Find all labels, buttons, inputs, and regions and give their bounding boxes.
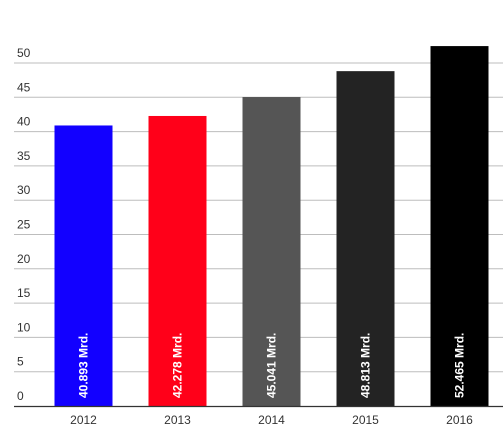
y-axis-ticks: 0 5 10 15 20 25 30 35 40 45 50 bbox=[17, 46, 31, 403]
data-label-2016: 52.465 Mrd. bbox=[453, 333, 467, 398]
y-tick-label: 0 bbox=[17, 389, 24, 403]
x-tick-label-2013: 2013 bbox=[164, 413, 191, 427]
y-tick-label: 10 bbox=[17, 320, 31, 334]
y-tick-label: 50 bbox=[17, 46, 31, 60]
data-label-2013: 42.278 Mrd. bbox=[171, 333, 185, 398]
bar-2014 bbox=[242, 97, 301, 406]
x-tick-label-2016: 2016 bbox=[446, 413, 473, 427]
x-axis-ticks: 2012 2013 2014 2015 2016 bbox=[70, 413, 473, 427]
bar-2012 bbox=[54, 125, 113, 406]
bars bbox=[54, 46, 489, 407]
bar-2013 bbox=[148, 115, 207, 406]
y-tick-label: 15 bbox=[17, 286, 31, 300]
data-label-2014: 45.041 Mrd. bbox=[265, 333, 279, 398]
y-tick-label: 35 bbox=[17, 149, 31, 163]
x-tick-label-2015: 2015 bbox=[352, 413, 379, 427]
y-tick-label: 45 bbox=[17, 80, 31, 94]
x-tick-label-2012: 2012 bbox=[70, 413, 97, 427]
data-labels: 40.893 Mrd. 42.278 Mrd. 45.041 Mrd. 48.813 … bbox=[77, 333, 467, 398]
y-tick-label: 20 bbox=[17, 252, 31, 266]
y-tick-label: 25 bbox=[17, 218, 31, 232]
y-tick-label: 5 bbox=[17, 355, 24, 369]
y-tick-label: 30 bbox=[17, 183, 31, 197]
bar-2015 bbox=[336, 71, 395, 406]
bar-2016 bbox=[430, 46, 489, 407]
x-tick-label-2014: 2014 bbox=[258, 413, 285, 427]
y-tick-label: 40 bbox=[17, 115, 31, 129]
data-label-2015: 48.813 Mrd. bbox=[359, 333, 373, 398]
data-label-2012: 40.893 Mrd. bbox=[77, 333, 91, 398]
